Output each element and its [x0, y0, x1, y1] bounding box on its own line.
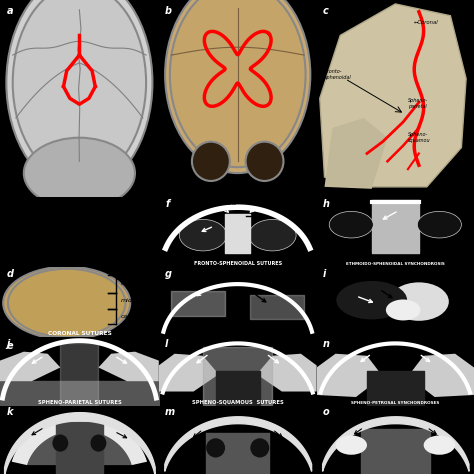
Text: Spheno-
squamou: Spheno- squamou — [408, 132, 430, 143]
Ellipse shape — [329, 211, 374, 238]
Text: c: c — [323, 6, 328, 16]
Ellipse shape — [3, 266, 130, 339]
Text: SPHENO-SQUAMOUS  SUTURES: SPHENO-SQUAMOUS SUTURES — [192, 400, 283, 405]
Text: l: l — [165, 338, 168, 348]
Text: FRONTO-SPHENOIDAL SUTURES: FRONTO-SPHENOIDAL SUTURES — [194, 261, 282, 266]
Text: o: o — [323, 407, 330, 417]
Text: h: h — [323, 199, 330, 209]
Ellipse shape — [170, 0, 306, 167]
Polygon shape — [159, 354, 219, 392]
Text: i: i — [323, 269, 326, 279]
Ellipse shape — [386, 300, 420, 320]
Ellipse shape — [91, 435, 106, 452]
Ellipse shape — [250, 438, 269, 457]
Polygon shape — [27, 430, 132, 465]
Ellipse shape — [192, 142, 230, 181]
Polygon shape — [325, 118, 387, 189]
Text: f: f — [165, 199, 169, 209]
Polygon shape — [0, 352, 60, 381]
Text: lateral: lateral — [256, 201, 274, 206]
Ellipse shape — [249, 219, 296, 251]
Ellipse shape — [424, 436, 455, 455]
Text: ETHMOIDO-SPHENOIDAL SYNCHONDROSIS: ETHMOIDO-SPHENOIDAL SYNCHONDROSIS — [346, 262, 445, 266]
Text: medial: medial — [219, 201, 237, 206]
Text: Spheno-
parietal: Spheno- parietal — [408, 99, 428, 109]
Ellipse shape — [336, 436, 367, 455]
Text: j: j — [6, 338, 10, 348]
Polygon shape — [12, 416, 147, 465]
Ellipse shape — [179, 219, 227, 251]
Ellipse shape — [8, 269, 126, 337]
Ellipse shape — [53, 435, 68, 452]
Polygon shape — [256, 354, 317, 392]
Ellipse shape — [13, 0, 146, 181]
Text: SPHENO-PARIETAL SUTURES: SPHENO-PARIETAL SUTURES — [37, 400, 121, 405]
Ellipse shape — [24, 138, 135, 209]
Ellipse shape — [6, 0, 153, 191]
Text: CORONAL SUTURES: CORONAL SUTURES — [47, 331, 111, 336]
Text: caudal: caudal — [121, 314, 142, 319]
Ellipse shape — [336, 281, 407, 319]
Ellipse shape — [206, 438, 225, 457]
Text: Fronto-
sphenoidal: Fronto- sphenoidal — [325, 69, 351, 80]
Text: b: b — [165, 6, 172, 16]
Ellipse shape — [389, 283, 449, 321]
Text: SPHENO-PETROSAL SYNCHONDROSES: SPHENO-PETROSAL SYNCHONDROSES — [351, 401, 439, 405]
Polygon shape — [317, 354, 383, 397]
Text: g: g — [165, 269, 172, 279]
Polygon shape — [320, 4, 466, 187]
Text: cranial: cranial — [121, 281, 142, 286]
Text: n: n — [323, 338, 330, 348]
Text: k: k — [6, 407, 13, 417]
Text: e: e — [6, 341, 13, 351]
Polygon shape — [99, 352, 159, 381]
Text: d: d — [6, 269, 13, 279]
Text: middle: middle — [121, 299, 142, 303]
Ellipse shape — [417, 211, 461, 238]
Ellipse shape — [165, 0, 310, 173]
Text: ←Coronal: ←Coronal — [414, 19, 439, 25]
Polygon shape — [408, 354, 474, 397]
Ellipse shape — [246, 142, 283, 181]
Text: m: m — [165, 407, 175, 417]
Text: a: a — [6, 6, 13, 16]
